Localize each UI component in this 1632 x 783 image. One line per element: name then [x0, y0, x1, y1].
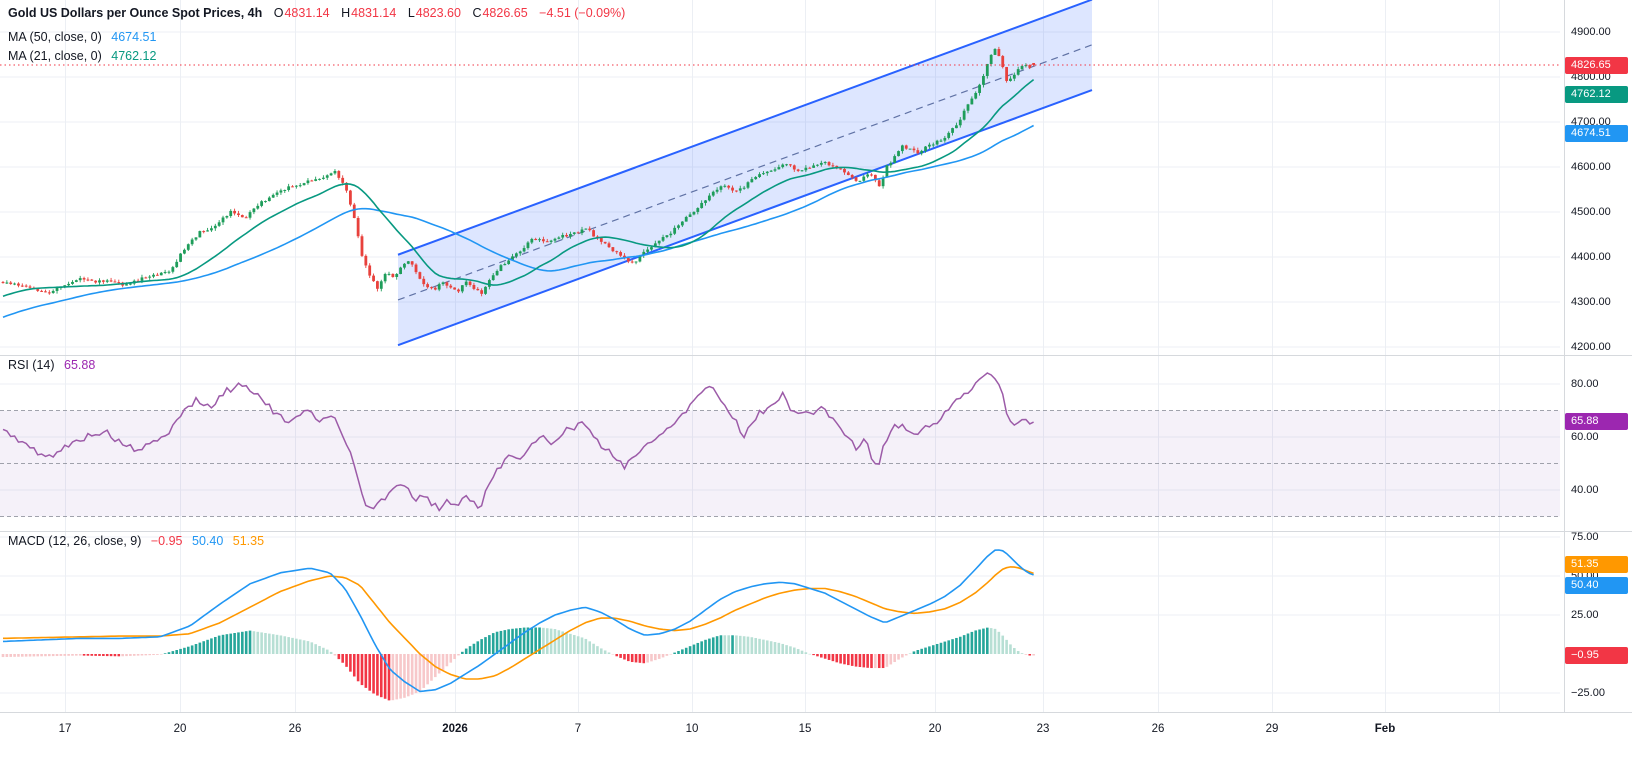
- time-axis[interactable]: [0, 712, 1632, 783]
- ohlc-high: H4831.14: [341, 6, 397, 20]
- ohlc-close: C4826.65: [472, 6, 528, 20]
- ohlc-low: L4823.60: [407, 6, 461, 20]
- price-legend[interactable]: Gold US Dollars per Ounce Spot Prices, 4…: [8, 6, 625, 20]
- chart-title: Gold US Dollars per Ounce Spot Prices, 4…: [8, 6, 263, 20]
- rsi-legend[interactable]: RSI (14) 65.88: [8, 358, 95, 372]
- rsi-band: [0, 410, 1560, 517]
- ma50-value: 4674.51: [111, 30, 157, 44]
- ma50-label: MA (50, close, 0): [8, 30, 102, 44]
- macd-label: MACD (12, 26, close, 9): [8, 534, 142, 548]
- macd-signal-value: 51.35: [232, 534, 265, 548]
- ma50-line[interactable]: [2, 124, 1034, 319]
- macd-legend[interactable]: MACD (12, 26, close, 9) −0.95 50.40 51.3…: [8, 534, 264, 548]
- price-axis[interactable]: [1565, 0, 1632, 712]
- macd-signal-line[interactable]: [3, 566, 1034, 680]
- rsi-value: 65.88: [64, 358, 96, 372]
- ma21-value: 4762.12: [111, 49, 157, 63]
- ma21-legend[interactable]: MA (21, close, 0) 4762.12: [8, 49, 156, 63]
- ma21-label: MA (21, close, 0): [8, 49, 102, 63]
- rsi-label: RSI (14): [8, 358, 55, 372]
- ma21-line[interactable]: [2, 78, 1035, 298]
- macd-line[interactable]: [2, 549, 1034, 693]
- macd-line-value: 50.40: [192, 534, 224, 548]
- ohlc-open: O4831.14: [273, 6, 330, 20]
- rsi-line[interactable]: [2, 372, 1034, 512]
- price-change: −4.51 (−0.09%): [539, 6, 626, 20]
- candlestick-series[interactable]: [1, 46, 1036, 297]
- macd-histogram[interactable]: [1, 627, 1035, 701]
- grid-horizontal: [0, 31, 1560, 694]
- ma50-legend[interactable]: MA (50, close, 0) 4674.51: [8, 30, 156, 44]
- trend-channel[interactable]: [397, 0, 1093, 347]
- panel-dividers: [0, 0, 1632, 713]
- macd-histogram-value: −0.95: [150, 534, 183, 548]
